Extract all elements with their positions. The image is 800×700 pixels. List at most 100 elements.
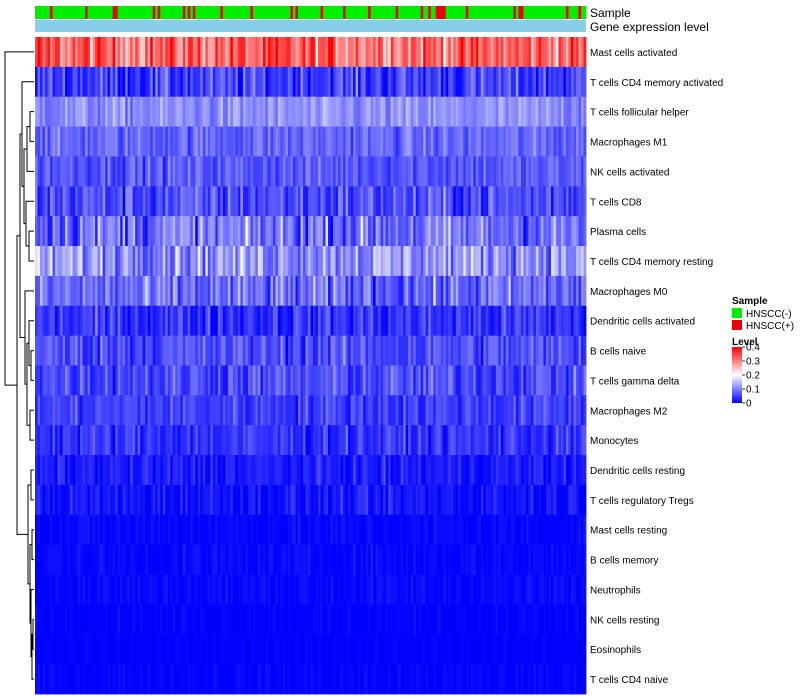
heatmap-cell — [533, 634, 537, 665]
heatmap-cell — [533, 66, 537, 98]
sample-cell — [62, 6, 66, 19]
heatmap-cell — [390, 156, 394, 187]
sample-cell — [302, 6, 306, 19]
heatmap-cell — [355, 37, 359, 68]
sample-cell — [320, 6, 324, 19]
heatmap-cell — [277, 455, 281, 486]
heatmap-cell — [393, 455, 397, 486]
heatmap-cell — [545, 365, 549, 396]
heatmap-cell — [438, 275, 442, 307]
heatmap-cell — [92, 484, 96, 516]
heatmap-cell — [493, 395, 497, 426]
heatmap-cell — [182, 186, 186, 217]
heatmap-cell — [265, 365, 269, 396]
heatmap-cell — [388, 126, 392, 157]
heatmap-cell — [45, 246, 48, 277]
heatmap-cell — [42, 37, 46, 68]
heatmap-cell — [328, 305, 331, 337]
heatmap-cell — [95, 425, 99, 456]
heatmap-cell — [180, 246, 184, 277]
heatmap-cell — [418, 216, 422, 247]
heatmap-cell — [125, 395, 129, 426]
heatmap-cell — [470, 365, 474, 396]
heatmap-cell — [230, 395, 234, 426]
heatmap-cell — [405, 365, 409, 396]
heatmap-cell — [52, 96, 56, 127]
heatmap-cell — [330, 634, 334, 665]
heatmap-cell — [130, 335, 134, 366]
heatmap-cell — [338, 96, 341, 127]
heatmap-cell — [468, 544, 472, 575]
heatmap-cell — [465, 365, 469, 396]
heatmap-cell — [448, 96, 452, 127]
heatmap-cell — [255, 126, 259, 157]
heatmap-cell — [435, 574, 439, 605]
heatmap-cell — [177, 395, 181, 426]
heatmap-cell — [90, 455, 93, 486]
heatmap-cell — [212, 544, 216, 575]
heatmap-cell — [250, 335, 254, 366]
heatmap-cell — [85, 604, 88, 635]
heatmap-cell — [350, 186, 354, 217]
heatmap-cell — [140, 664, 144, 695]
heatmap-cell — [255, 544, 259, 575]
heatmap-cell — [225, 484, 229, 516]
heatmap-cell — [425, 514, 429, 546]
heatmap-cell — [150, 664, 154, 695]
heatmap-cell — [135, 275, 139, 307]
heatmap-cell — [167, 484, 171, 516]
heatmap-cell — [132, 275, 136, 307]
sample-cell — [122, 6, 126, 19]
heatmap-cell — [515, 484, 519, 516]
heatmap-cell — [197, 96, 201, 127]
heatmap-cell — [67, 275, 71, 307]
heatmap-cell — [190, 544, 194, 575]
heatmap-cell — [175, 37, 179, 68]
heatmap-cell — [92, 216, 96, 247]
heatmap-cell — [122, 425, 126, 456]
heatmap-cell — [383, 425, 387, 456]
heatmap-cell — [558, 37, 562, 68]
heatmap-cell — [315, 156, 319, 187]
heatmap-cell — [463, 186, 467, 217]
heatmap-cell — [90, 634, 93, 665]
heatmap-cell — [398, 305, 402, 337]
heatmap-cell — [528, 425, 532, 456]
heatmap-cell — [282, 395, 286, 426]
heatmap-cell — [227, 544, 231, 575]
heatmap-cell — [385, 37, 389, 68]
heatmap-cell — [185, 574, 189, 605]
heatmap-cell — [72, 335, 76, 366]
heatmap-cell — [488, 484, 492, 516]
heatmap-cell — [192, 395, 196, 426]
heatmap-cell — [513, 634, 517, 665]
heatmap-cell — [65, 37, 68, 68]
heatmap-cell — [423, 37, 427, 68]
heatmap-cell — [115, 126, 119, 157]
heatmap-cell — [95, 455, 99, 486]
sample-cell — [197, 6, 201, 19]
heatmap-cell — [530, 186, 534, 217]
heatmap-cell — [548, 216, 552, 247]
sample-cell — [365, 6, 369, 19]
heatmap-cell — [413, 365, 417, 396]
heatmap-cell — [530, 484, 534, 516]
heatmap-cell — [383, 604, 387, 635]
heatmap-cell — [295, 395, 299, 426]
heatmap-cell — [478, 186, 482, 217]
heatmap-cell — [155, 365, 159, 396]
heatmap-cell — [563, 634, 567, 665]
heatmap-cell — [350, 96, 354, 127]
heatmap-cell — [132, 37, 136, 68]
heatmap-cell — [378, 544, 382, 575]
heatmap-cell — [315, 66, 319, 98]
heatmap-cell — [132, 305, 136, 337]
heatmap-cell — [408, 37, 412, 68]
heatmap-cell — [110, 66, 114, 98]
heatmap-cell — [398, 335, 402, 366]
heatmap-cell — [320, 544, 324, 575]
heatmap-cell — [247, 664, 251, 695]
heatmap-cell — [162, 604, 166, 635]
heatmap-cell — [50, 425, 53, 456]
sample-cell — [60, 6, 63, 19]
